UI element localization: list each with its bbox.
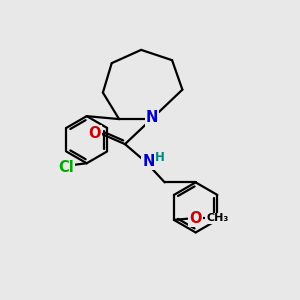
Text: O: O — [189, 211, 202, 226]
Text: O: O — [89, 126, 101, 141]
Text: N: N — [142, 154, 155, 169]
Text: H: H — [155, 151, 165, 164]
Text: N: N — [146, 110, 158, 125]
Text: Cl: Cl — [58, 160, 74, 175]
Text: CH₃: CH₃ — [206, 214, 228, 224]
